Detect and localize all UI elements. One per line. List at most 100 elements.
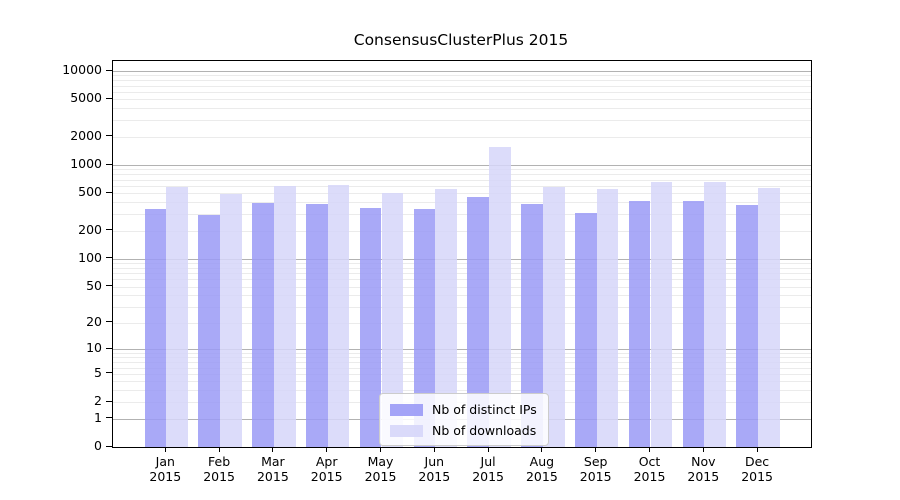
x-tick-month: May: [367, 454, 394, 469]
x-tick-month: Dec: [744, 454, 770, 469]
x-tick-label: Jun 2015: [404, 454, 464, 484]
minor-gridline: [113, 180, 811, 181]
minor-gridline: [113, 368, 811, 369]
x-tick-month: Jun: [424, 454, 445, 469]
legend-swatch-distinct-ips: [390, 403, 423, 416]
minor-gridline: [113, 268, 811, 269]
y-tick-label: 500: [78, 184, 102, 200]
x-tick-label: May 2015: [351, 454, 411, 484]
bar-downloads: [704, 181, 727, 447]
minor-gridline: [113, 279, 811, 280]
x-tick-month: Jan: [155, 454, 175, 469]
y-tick-label: 20: [86, 313, 102, 329]
x-tick: [164, 447, 166, 452]
major-gridline: [113, 349, 811, 350]
major-gridline: [113, 165, 811, 166]
minor-gridline: [113, 273, 811, 274]
x-tick: [541, 447, 543, 452]
x-tick-year: 2015: [633, 469, 666, 484]
legend: Nb of distinct IPs Nb of downloads: [379, 393, 549, 446]
y-tick: [106, 135, 112, 137]
y-tick: [106, 163, 112, 165]
bar-downloads: [327, 184, 350, 447]
bar-distinct-ips: [467, 197, 490, 447]
minor-gridline: [113, 353, 811, 354]
x-tick-year: 2015: [472, 469, 504, 484]
bar-distinct-ips: [736, 204, 759, 447]
x-tick-year: 2015: [741, 469, 773, 484]
y-tick-label: 200: [78, 221, 102, 237]
y-tick: [106, 400, 112, 402]
x-tick-label: Sep 2015: [566, 454, 626, 484]
bar-distinct-ips: [305, 204, 328, 447]
gridlines-layer: [113, 61, 811, 447]
y-tick-label: 2: [94, 393, 102, 409]
bar-distinct-ips: [252, 202, 274, 447]
x-tick-label: Jan 2015: [135, 454, 195, 484]
bar-downloads: [273, 186, 296, 447]
y-tick-label: 5000: [70, 90, 102, 106]
bar-downloads: [489, 147, 511, 447]
bar-downloads: [435, 189, 458, 447]
x-tick-year: 2015: [525, 469, 558, 484]
x-tick: [380, 447, 381, 452]
bar-distinct-ips: [359, 207, 382, 447]
legend-swatch-downloads: [390, 424, 423, 437]
x-tick-label: Oct 2015: [620, 454, 680, 484]
x-tick: [326, 447, 328, 452]
y-tick: [106, 191, 112, 193]
y-tick-label: 2000: [70, 127, 102, 143]
x-tick-month: Oct: [638, 454, 661, 469]
bar-downloads: [650, 182, 673, 447]
y-tick: [106, 445, 112, 447]
chart-title: ConsensusClusterPlus 2015: [353, 31, 569, 49]
major-gridline: [113, 259, 811, 260]
y-tick: [106, 69, 112, 71]
x-tick: [595, 447, 597, 452]
legend-row: Nb of downloads: [390, 423, 537, 438]
minor-gridline: [113, 174, 811, 175]
minor-gridline: [113, 75, 811, 76]
y-tick-label: 10000: [62, 62, 102, 78]
minor-gridline: [113, 374, 811, 375]
y-tick-label: 1: [94, 409, 102, 425]
x-tick-year: 2015: [364, 469, 397, 484]
bar-distinct-ips: [521, 204, 543, 447]
minor-gridline: [113, 80, 811, 81]
x-tick-month: Feb: [208, 454, 231, 469]
x-tick-month: Nov: [691, 454, 716, 469]
x-tick: [756, 447, 758, 452]
y-tick: [106, 321, 112, 323]
minor-gridline: [113, 169, 811, 170]
x-tick-label: Aug 2015: [512, 454, 572, 484]
x-tick: [218, 447, 220, 452]
x-tick-label: Apr 2015: [297, 454, 357, 484]
minor-gridline: [113, 99, 811, 100]
minor-gridline: [113, 86, 811, 87]
bar-downloads: [596, 188, 619, 447]
major-gridline: [113, 71, 811, 72]
x-tick-year: 2015: [203, 469, 235, 484]
x-tick-label: Mar 2015: [243, 454, 303, 484]
minor-gridline: [113, 231, 811, 232]
y-tick-label: 50: [86, 277, 102, 293]
x-tick-month: Apr: [315, 454, 338, 469]
bar-distinct-ips: [574, 213, 597, 447]
minor-gridline: [113, 307, 811, 308]
minor-gridline: [113, 186, 811, 187]
x-tick: [487, 447, 489, 452]
y-tick: [106, 285, 112, 287]
legend-label: Nb of distinct IPs: [432, 402, 537, 417]
bars-layer: [113, 61, 811, 447]
minor-gridline: [113, 287, 811, 288]
x-tick: [272, 447, 274, 452]
x-tick-year: 2015: [149, 469, 182, 484]
y-tick: [106, 257, 112, 259]
bar-distinct-ips: [628, 201, 651, 447]
x-tick-month: Mar: [261, 454, 285, 469]
y-tick: [106, 229, 112, 231]
y-tick-label: 5: [94, 364, 102, 380]
x-tick-year: 2015: [310, 469, 343, 484]
plot-area: Nb of distinct IPs Nb of downloads: [112, 60, 812, 448]
